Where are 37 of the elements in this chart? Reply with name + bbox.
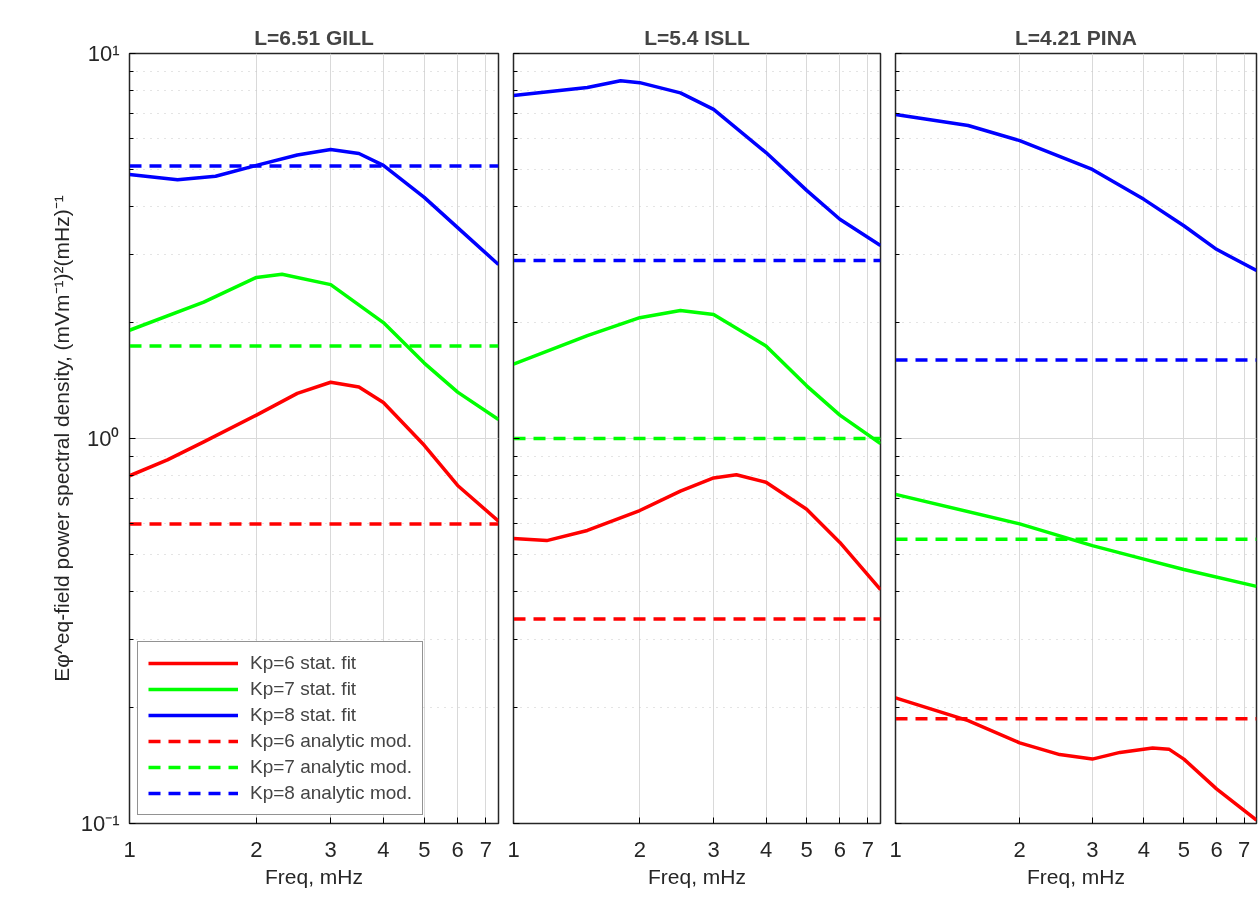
x-tick-label: 2	[1013, 836, 1026, 862]
x-tick-label: 3	[324, 836, 337, 862]
x-tick-label: 7	[1238, 836, 1251, 862]
x-tick-label: 7	[861, 836, 875, 862]
x-tick-label: 1	[123, 836, 136, 862]
x-axis-title: Freq, mHz	[1027, 864, 1126, 888]
legend-label: Kp=6 stat. fit	[250, 652, 357, 674]
x-axis-title: Freq, mHz	[265, 864, 364, 888]
x-axis-title: Freq, mHz	[648, 864, 747, 888]
legend-label: Kp=6 analytic mod.	[250, 730, 413, 752]
legend-label: Kp=7 stat. fit	[250, 678, 357, 700]
legend-label: Kp=8 analytic mod.	[250, 782, 413, 804]
legend-label: Kp=8 stat. fit	[250, 704, 357, 726]
chart-title: L=5.4 ISLL	[644, 25, 750, 49]
chart-title: L=6.51 GILL	[254, 25, 374, 49]
x-tick-label: 3	[1086, 836, 1099, 862]
x-tick-label: 1	[889, 836, 902, 862]
x-tick-label: 4	[1137, 836, 1151, 862]
x-tick-label: 5	[418, 836, 431, 862]
x-tick-label: 6	[1210, 836, 1223, 862]
x-tick-label: 6	[833, 836, 846, 862]
x-tick-label: 4	[759, 836, 773, 862]
x-tick-label: 7	[479, 836, 492, 862]
x-tick-label: 6	[451, 836, 464, 862]
x-tick-label: 1	[507, 836, 520, 862]
y-tick-label: 10¹	[87, 41, 120, 66]
x-tick-label: 5	[1177, 836, 1190, 862]
x-tick-label: 2	[250, 836, 263, 862]
x-tick-label: 3	[707, 836, 720, 862]
x-tick-label: 5	[800, 836, 813, 862]
chart-title: L=4.21 PINA	[1015, 25, 1137, 49]
y-tick-label: 10⁻¹	[80, 811, 120, 836]
y-tick-label: 10⁰	[87, 426, 120, 451]
x-tick-label: 4	[377, 836, 390, 862]
y-axis-title: Eφ^eq-field power spectral density, (mVm⁻¹)²(mHz)⁻¹	[49, 195, 73, 682]
x-tick-label: 2	[633, 836, 646, 862]
legend-label: Kp=7 analytic mod.	[250, 756, 413, 778]
